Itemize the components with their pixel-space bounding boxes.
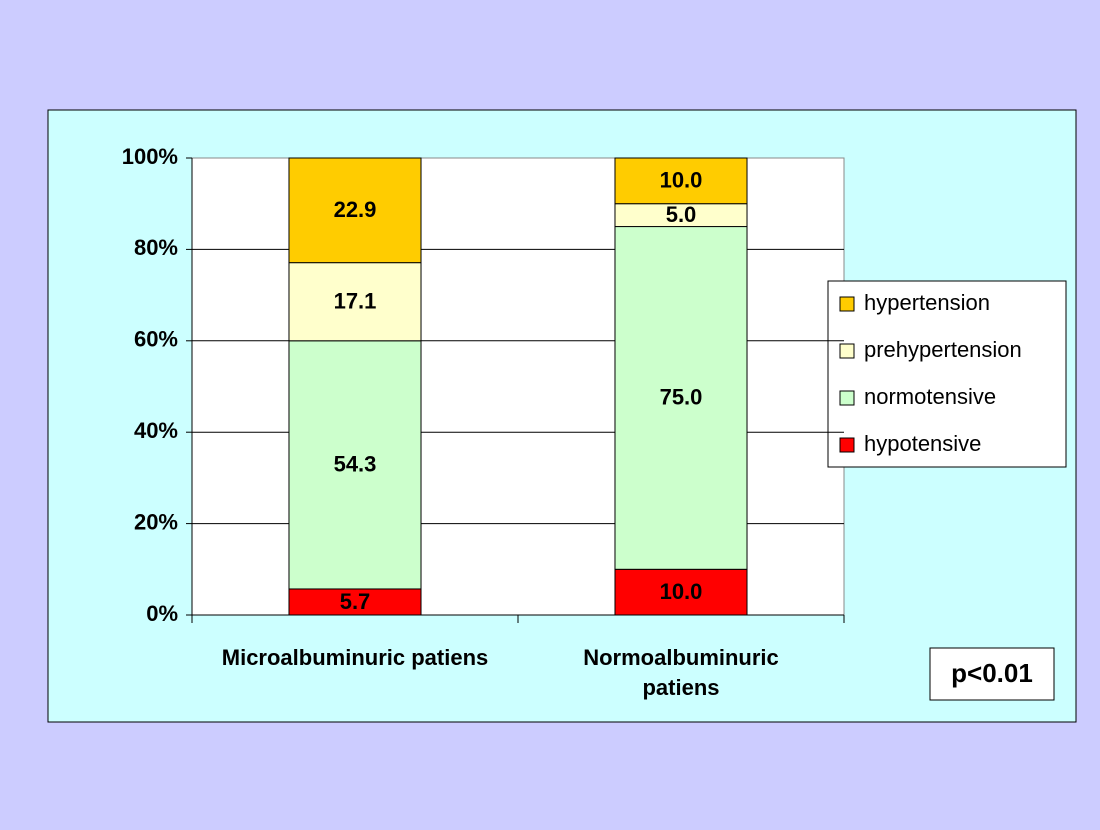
- bar-segment: [288, 588, 422, 616]
- bar-segment: [288, 157, 422, 264]
- legend-label: hypotensive: [864, 431, 981, 456]
- y-tick-label: 20%: [134, 509, 178, 534]
- value-label: 5.7: [340, 589, 371, 614]
- value-label: 75.0: [660, 385, 703, 410]
- x-tick-label: Microalbuminuric patiens: [221, 645, 489, 670]
- legend-label: normotensive: [864, 384, 996, 409]
- value-label: 5.0: [666, 202, 697, 227]
- y-tick-label: 60%: [134, 327, 178, 352]
- bar-segment: [288, 340, 422, 590]
- value-label: 10.0: [660, 579, 703, 604]
- y-tick-label: 80%: [134, 235, 178, 260]
- value-label: 54.3: [334, 452, 377, 477]
- x-tick-label: Normoalbuminuric patiens: [583, 645, 779, 700]
- legend-label: prehypertension: [864, 337, 1022, 362]
- value-label: 10.0: [660, 168, 703, 193]
- y-tick-label: 0%: [146, 601, 178, 626]
- annotation: p<0.01: [951, 658, 1033, 688]
- value-label: 22.9: [334, 197, 377, 222]
- y-tick-label: 40%: [134, 418, 178, 443]
- bar-segment: [614, 568, 748, 616]
- legend-swatch: [839, 437, 855, 453]
- y-tick-label: 100%: [122, 144, 178, 169]
- legend-swatch: [839, 343, 855, 359]
- legend: [827, 280, 1067, 468]
- legend-swatch: [839, 390, 855, 406]
- annotation-box: [929, 647, 1055, 701]
- bar-segment: [614, 157, 748, 205]
- legend-swatch: [839, 296, 855, 312]
- bar-segment: [614, 226, 748, 570]
- legend-label: hypertension: [864, 290, 990, 315]
- value-label: 17.1: [334, 289, 377, 314]
